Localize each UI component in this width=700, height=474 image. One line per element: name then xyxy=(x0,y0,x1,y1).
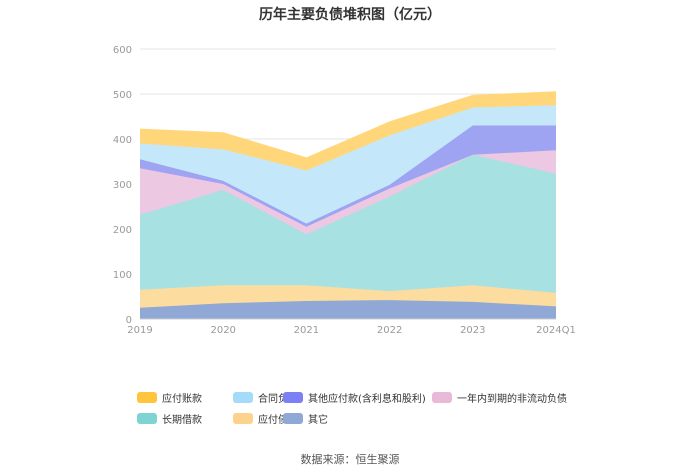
data-source: 数据来源：恒生聚源 xyxy=(300,453,400,466)
legend-item[interactable]: 其他应付款(含利息和股利) xyxy=(283,390,426,405)
area-series-6 xyxy=(140,91,556,171)
x-tick-label: 2023 xyxy=(460,325,485,336)
legend-item[interactable]: 应付债券 xyxy=(233,411,298,426)
legend-label: 其他应付款(含利息和股利) xyxy=(308,394,426,405)
legend-label: 长期借款 xyxy=(162,415,202,426)
legend-swatch xyxy=(137,413,157,424)
legend-item[interactable]: 一年内到期的非流动负债 xyxy=(432,390,567,405)
x-tick-label: 2019 xyxy=(127,325,152,336)
y-tick-label: 0 xyxy=(126,315,132,326)
y-tick-label: 500 xyxy=(113,90,132,101)
legend-swatch xyxy=(432,392,452,403)
y-tick-label: 400 xyxy=(113,135,132,146)
y-tick-label: 200 xyxy=(113,225,132,236)
chart-title: 历年主要负债堆积图（亿元） xyxy=(259,7,441,23)
y-tick-label: 600 xyxy=(113,45,132,56)
axis-layer: 0 100 200 300 400 500 600 2019 2020 2021 2022 2023 2… xyxy=(113,45,576,336)
legend-label: 应付债券 xyxy=(258,415,298,426)
y-tick-label: 100 xyxy=(113,270,132,281)
area-series-0 xyxy=(140,300,556,319)
area-series-line-6 xyxy=(139,91,557,159)
x-tick-label: 2020 xyxy=(210,325,235,336)
area-series-5 xyxy=(140,105,556,224)
legend-label: 合同负债 xyxy=(258,394,298,405)
legend-item[interactable]: 应付账款 xyxy=(137,390,202,405)
area-series-1 xyxy=(140,285,556,308)
y-tick-label: 300 xyxy=(113,180,132,191)
legend-swatch xyxy=(283,392,303,403)
legend-swatch xyxy=(137,392,157,403)
legend-label: 一年内到期的非流动负债 xyxy=(457,394,567,405)
x-tick-label: 2021 xyxy=(294,325,319,336)
legend-swatch xyxy=(233,413,253,424)
area-series-2 xyxy=(140,154,556,293)
legend-item[interactable]: 长期借款 xyxy=(137,411,202,426)
legend-swatch xyxy=(233,392,253,403)
area-layer xyxy=(139,91,557,319)
x-tick-label: 2024Q1 xyxy=(536,325,576,336)
legend-label: 其它 xyxy=(308,415,328,426)
x-tick-label: 2022 xyxy=(377,325,402,336)
area-series-4 xyxy=(140,125,556,227)
legend-item[interactable]: 合同负债 xyxy=(233,390,298,405)
legend-label: 应付账款 xyxy=(162,394,202,405)
area-series-3 xyxy=(140,150,556,235)
legend-swatch xyxy=(283,413,303,424)
legend-item[interactable]: 其它 xyxy=(283,411,328,426)
